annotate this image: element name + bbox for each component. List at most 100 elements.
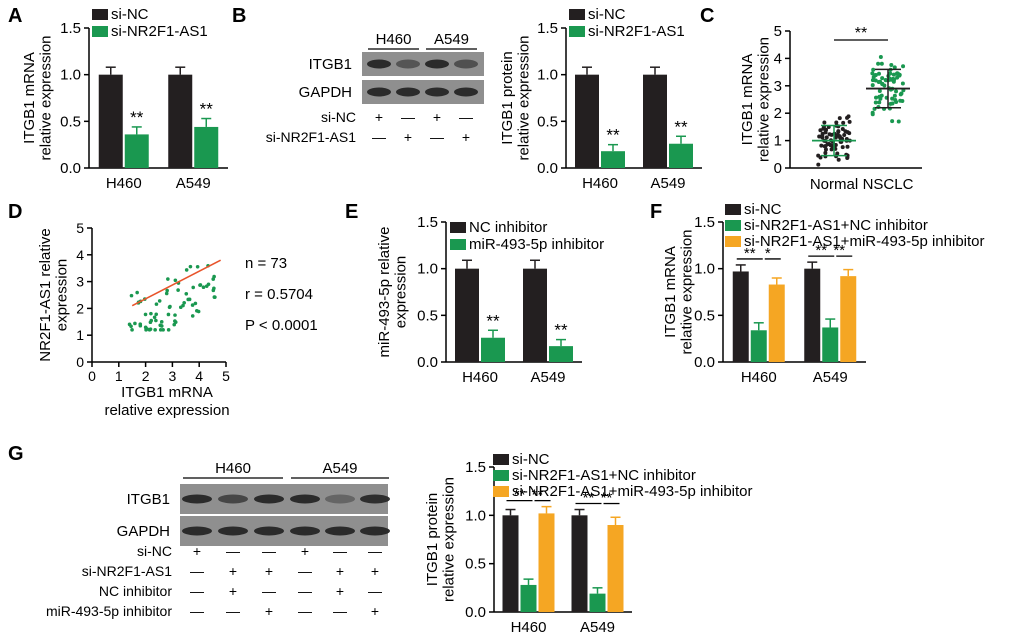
panel-label-F: F [650,201,662,223]
blot-band [290,526,320,536]
scatter-point [153,328,157,332]
scatter-point [154,318,158,323]
x-tick-label: A549 [580,619,615,636]
scatter-point [817,134,822,139]
regression-line [131,259,222,307]
scatter-point [841,120,846,125]
legend-label: si-NC [744,201,782,218]
scatter-point [129,293,134,298]
x-axis-title: relative expression [104,402,229,419]
y-axis-title: ITGB1 mRNArelative expression [739,37,773,162]
significance-label: ** [601,490,613,507]
blot-band [367,87,391,97]
scatter-point [157,299,162,303]
treatment-mark: + [336,583,344,599]
x-tick-label: H460 [582,175,618,192]
scatter-point [870,71,875,76]
treatment-mark: — [372,129,386,145]
bar [822,327,839,362]
scatter-point [876,71,881,76]
scatter-point [154,302,159,306]
treatment-mark: — [333,543,347,559]
blot-band [182,494,212,504]
scatter-point [167,305,172,310]
y-tick-label: 0.5 [694,307,715,324]
scatter-point [187,297,192,302]
y-tick-label: 0.0 [537,160,558,177]
scatter-point [877,89,882,94]
scatter-point [188,264,193,269]
scatter-point [870,78,875,83]
bar [804,268,821,362]
x-tick-label: 5 [222,368,230,384]
scatter-point [129,324,133,329]
scatter-point [879,93,884,98]
y-tick-label: 1.5 [537,20,558,37]
scatter-point [847,119,852,124]
x-tick-label: 2 [142,368,150,384]
scatter-point [820,133,825,138]
scatter-point [843,129,848,134]
scatter-point [873,72,878,77]
significance-label: ** [514,487,526,504]
treatment-label: si-NC [321,109,356,125]
scatter-point [836,129,841,134]
scatter-point [874,95,879,100]
y-tick-label: 0.5 [60,113,81,130]
scatter-point [152,315,157,320]
scatter-point [193,301,198,306]
y-tick-label: 2 [774,105,782,122]
panel-label-B: B [232,5,246,27]
scatter-point [822,120,827,125]
scatter-point [890,119,895,124]
panel-label-G: G [8,443,24,465]
bar [840,276,857,362]
scatter-point [130,328,134,332]
scatter-point [900,81,905,86]
scatter-point [835,133,840,138]
x-tick-label: A549 [650,175,685,192]
y-axis-title: ITGB1 proteinrelative expression [499,35,533,160]
treatment-label: si-NC [137,543,172,559]
scatter-point [840,145,845,150]
scatter-point [876,61,881,66]
scatter-point [166,277,170,281]
blot-header: A549 [434,31,469,48]
scatter-point [166,328,171,332]
bar [98,74,123,168]
legend-label: si-NR2F1-AS1+NC inhibitor [512,467,696,484]
scatter-point [172,322,177,327]
significance-label: ** [583,490,595,507]
legend-swatch [725,236,741,247]
treatment-mark: — [401,109,415,125]
blot-band [360,526,390,536]
scatter-point [195,265,200,269]
significance-label: ** [200,100,214,119]
treatment-label: NC inhibitor [99,583,172,599]
y-tick-label: 1.5 [60,20,81,37]
legend-swatch [725,220,741,231]
y-tick-label: 1.0 [417,261,438,278]
treatment-mark: + [229,563,237,579]
scatter-point [837,116,842,121]
scatter-point [878,96,883,101]
scatter-point [178,305,183,310]
treatment-mark: — [298,603,312,619]
treatment-mark: — [190,583,204,599]
blot-label: ITGB1 [127,491,170,508]
y-tick-label: 4 [774,50,782,67]
bar [168,74,193,168]
legend-swatch [569,9,585,20]
blot-band [218,494,248,504]
treatment-mark: — [190,603,204,619]
scatter-point [877,100,882,105]
treatment-label: si-NR2F1-AS1 [82,563,172,579]
treatment-mark: — [430,129,444,145]
scatter-point [880,76,885,81]
scatter-point [154,312,159,317]
scatter-point [182,301,186,305]
scatter-point [823,150,828,155]
blot-header: A549 [322,460,357,477]
blot-band [425,87,449,97]
